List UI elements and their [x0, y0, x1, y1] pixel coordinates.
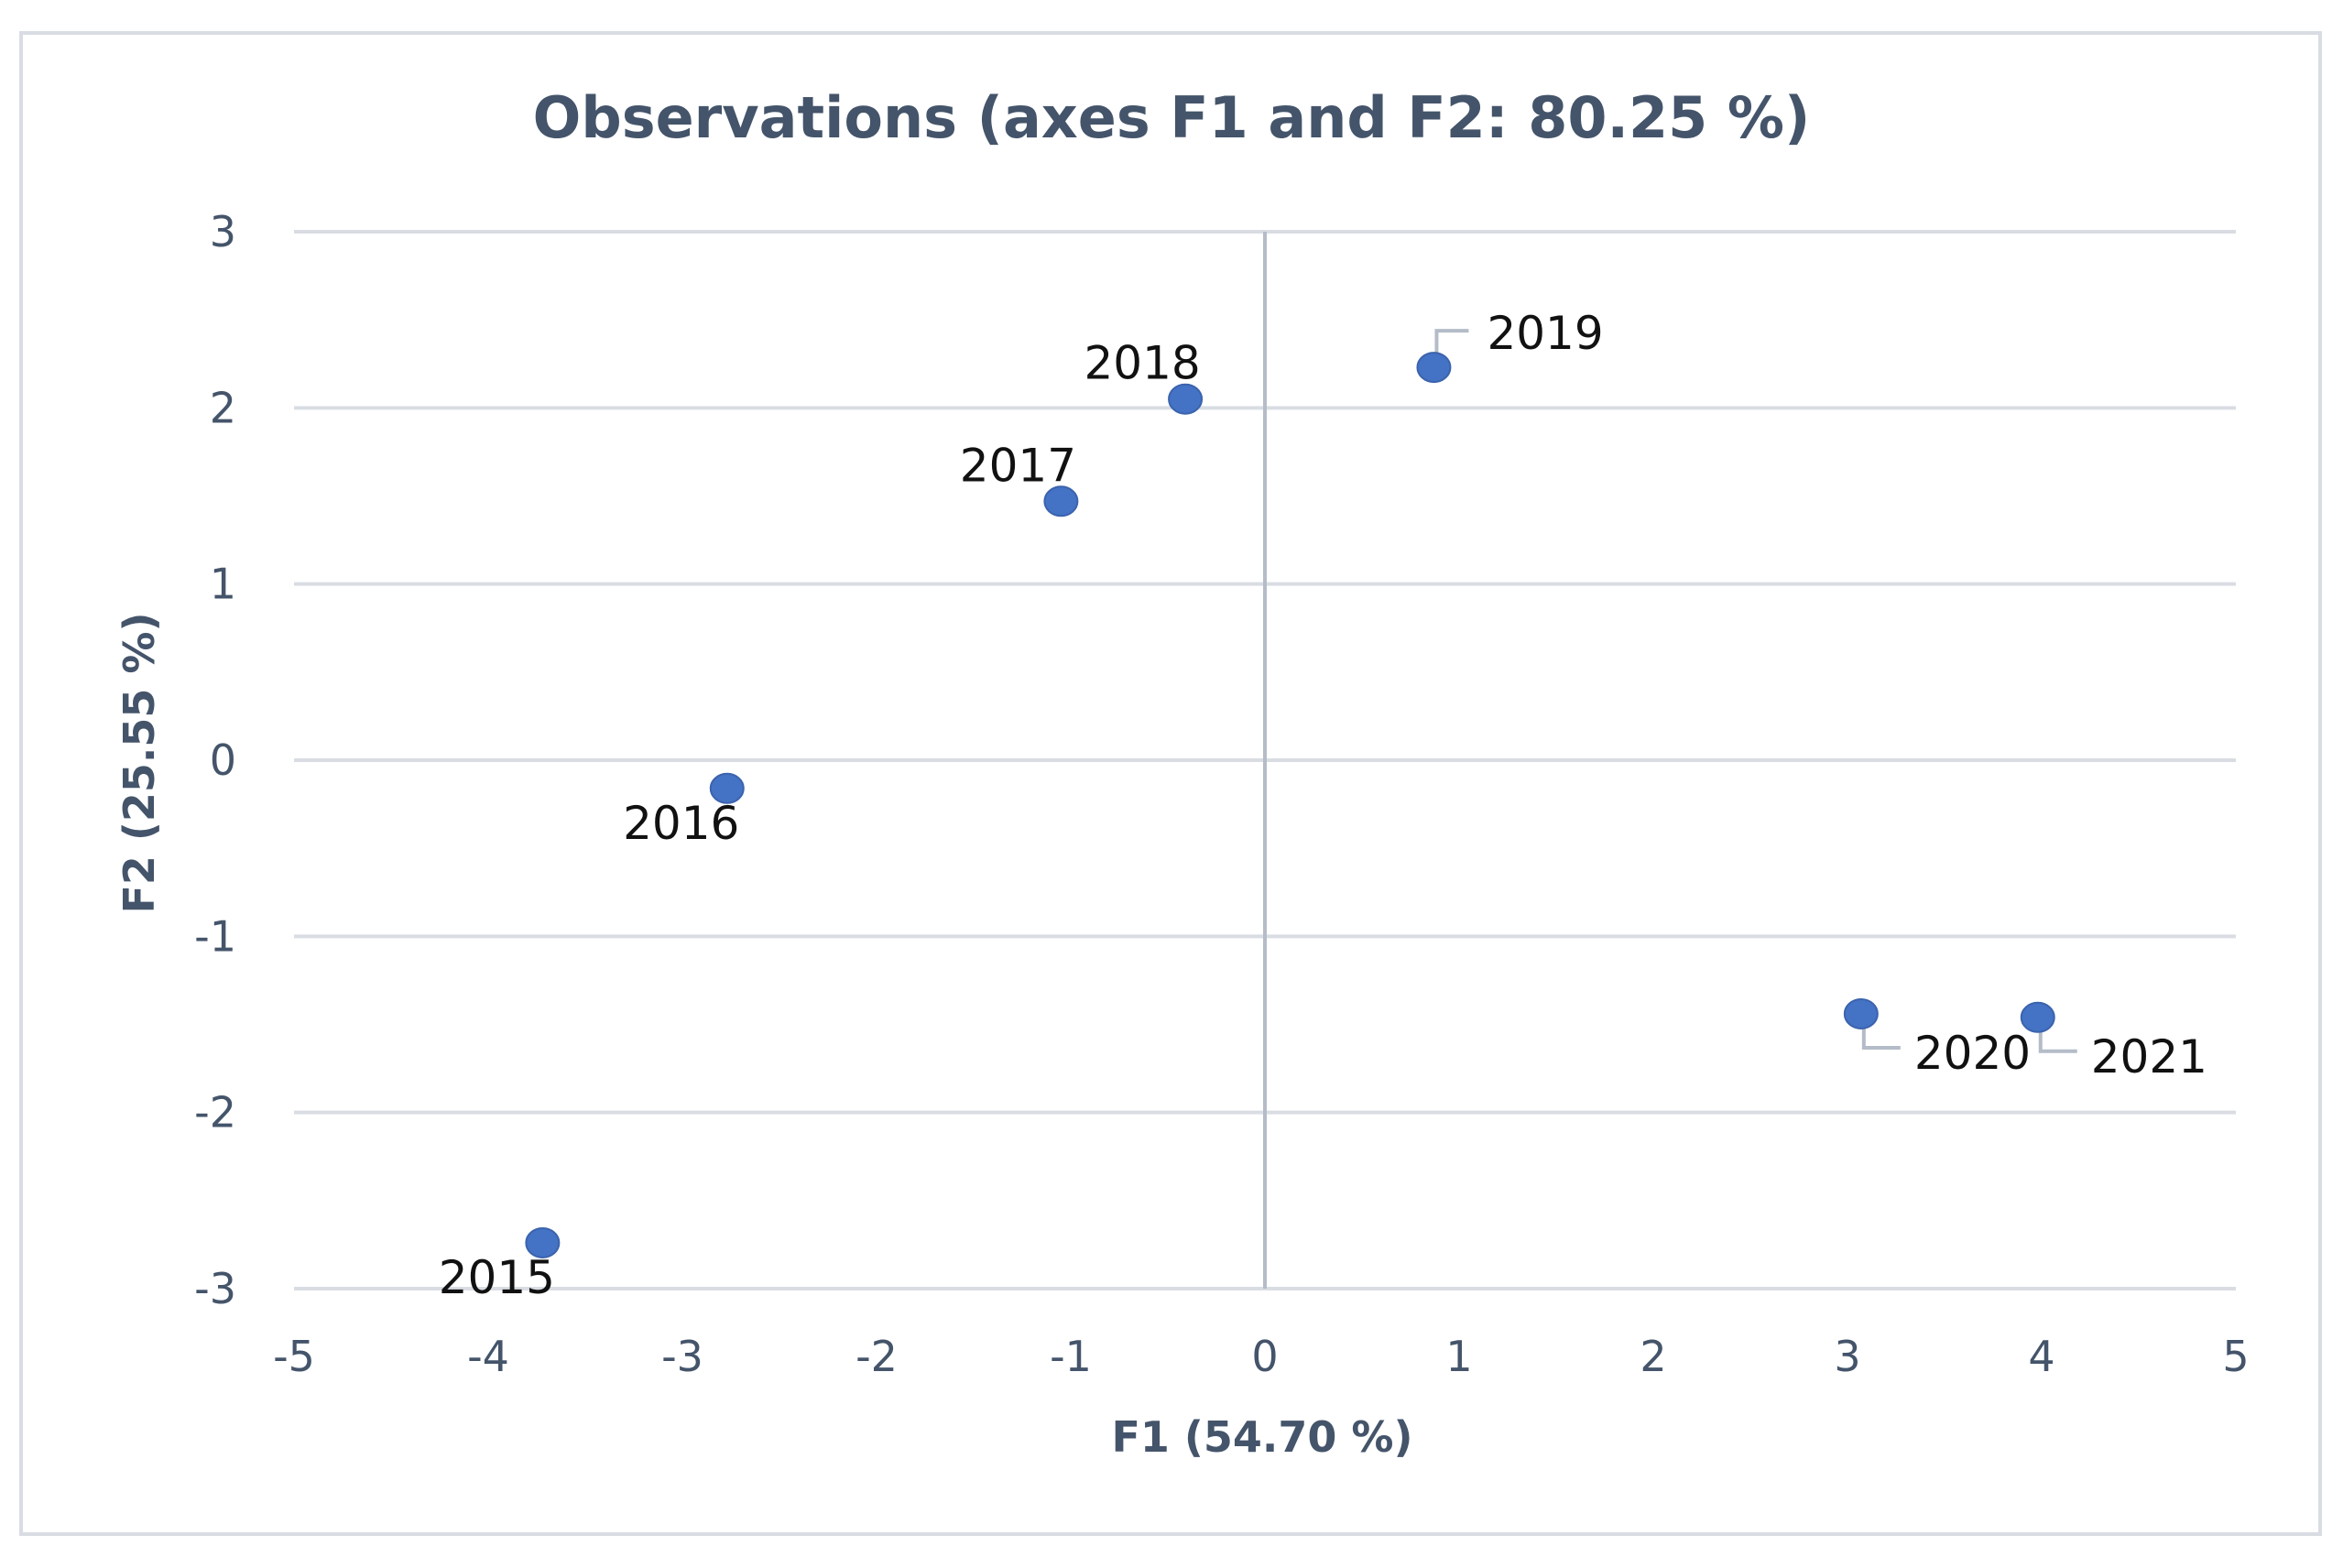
x-tick-label: 5 [2222, 1332, 2249, 1381]
chart-frame [19, 31, 2322, 1536]
data-point-2018 [1168, 383, 1204, 415]
y-tick-label: 3 [210, 207, 236, 256]
x-axis-title: F1 (54.70 %) [1111, 1412, 1412, 1462]
data-label-2018: 2018 [1084, 337, 1200, 390]
x-tick-label: 2 [1640, 1332, 1666, 1381]
data-point-2015 [525, 1226, 561, 1258]
y-tick-label: 1 [210, 560, 236, 609]
leader-line-2020 [1861, 1020, 1901, 1050]
x-tick-label: -1 [1050, 1332, 1092, 1381]
data-label-2016: 2016 [623, 797, 739, 850]
x-tick-label: -4 [467, 1332, 509, 1381]
data-label-2017: 2017 [960, 439, 1076, 492]
x-tick-label: 0 [1251, 1332, 1278, 1381]
leader-line-2019 [1434, 329, 1469, 355]
data-point-2021 [2020, 1001, 2055, 1033]
x-tick-label: 4 [2028, 1332, 2054, 1381]
data-point-2019 [1416, 352, 1452, 384]
y-tick-label: -1 [194, 911, 236, 961]
y-tick-label: -2 [194, 1088, 236, 1138]
data-label-2020: 2020 [1914, 1027, 2031, 1080]
x-tick-labels: -5 -4 -3 -2 -1 0 1 2 3 4 5 [273, 1332, 2250, 1381]
chart-title: Observations (axes F1 and F2: 80.25 %) [533, 84, 1811, 151]
label-leader-lines [1434, 329, 2077, 1053]
y-tick-label: 2 [210, 383, 236, 432]
data-label-2015: 2015 [439, 1251, 555, 1304]
data-point-2020 [1843, 997, 1879, 1029]
x-tick-label: -2 [855, 1332, 898, 1381]
data-points [525, 352, 2055, 1258]
y-axis-title: F2 (25.55 %) [114, 612, 164, 913]
grid-layer [294, 230, 2236, 1290]
data-label-2021: 2021 [2091, 1030, 2207, 1083]
y-tick-labels: -3 -2 -1 0 1 2 3 [194, 207, 236, 1313]
x-tick-label: 1 [1445, 1332, 1472, 1381]
x-tick-label: -5 [273, 1332, 315, 1381]
y-tick-label: -3 [194, 1264, 236, 1313]
data-label-2019: 2019 [1487, 307, 1603, 360]
x-tick-label: -3 [661, 1332, 703, 1381]
leader-line-2021 [2038, 1024, 2077, 1053]
data-point-2016 [709, 772, 745, 804]
x-tick-label: 3 [1834, 1332, 1860, 1381]
data-point-2017 [1043, 485, 1079, 517]
y-tick-label: 0 [210, 735, 236, 785]
